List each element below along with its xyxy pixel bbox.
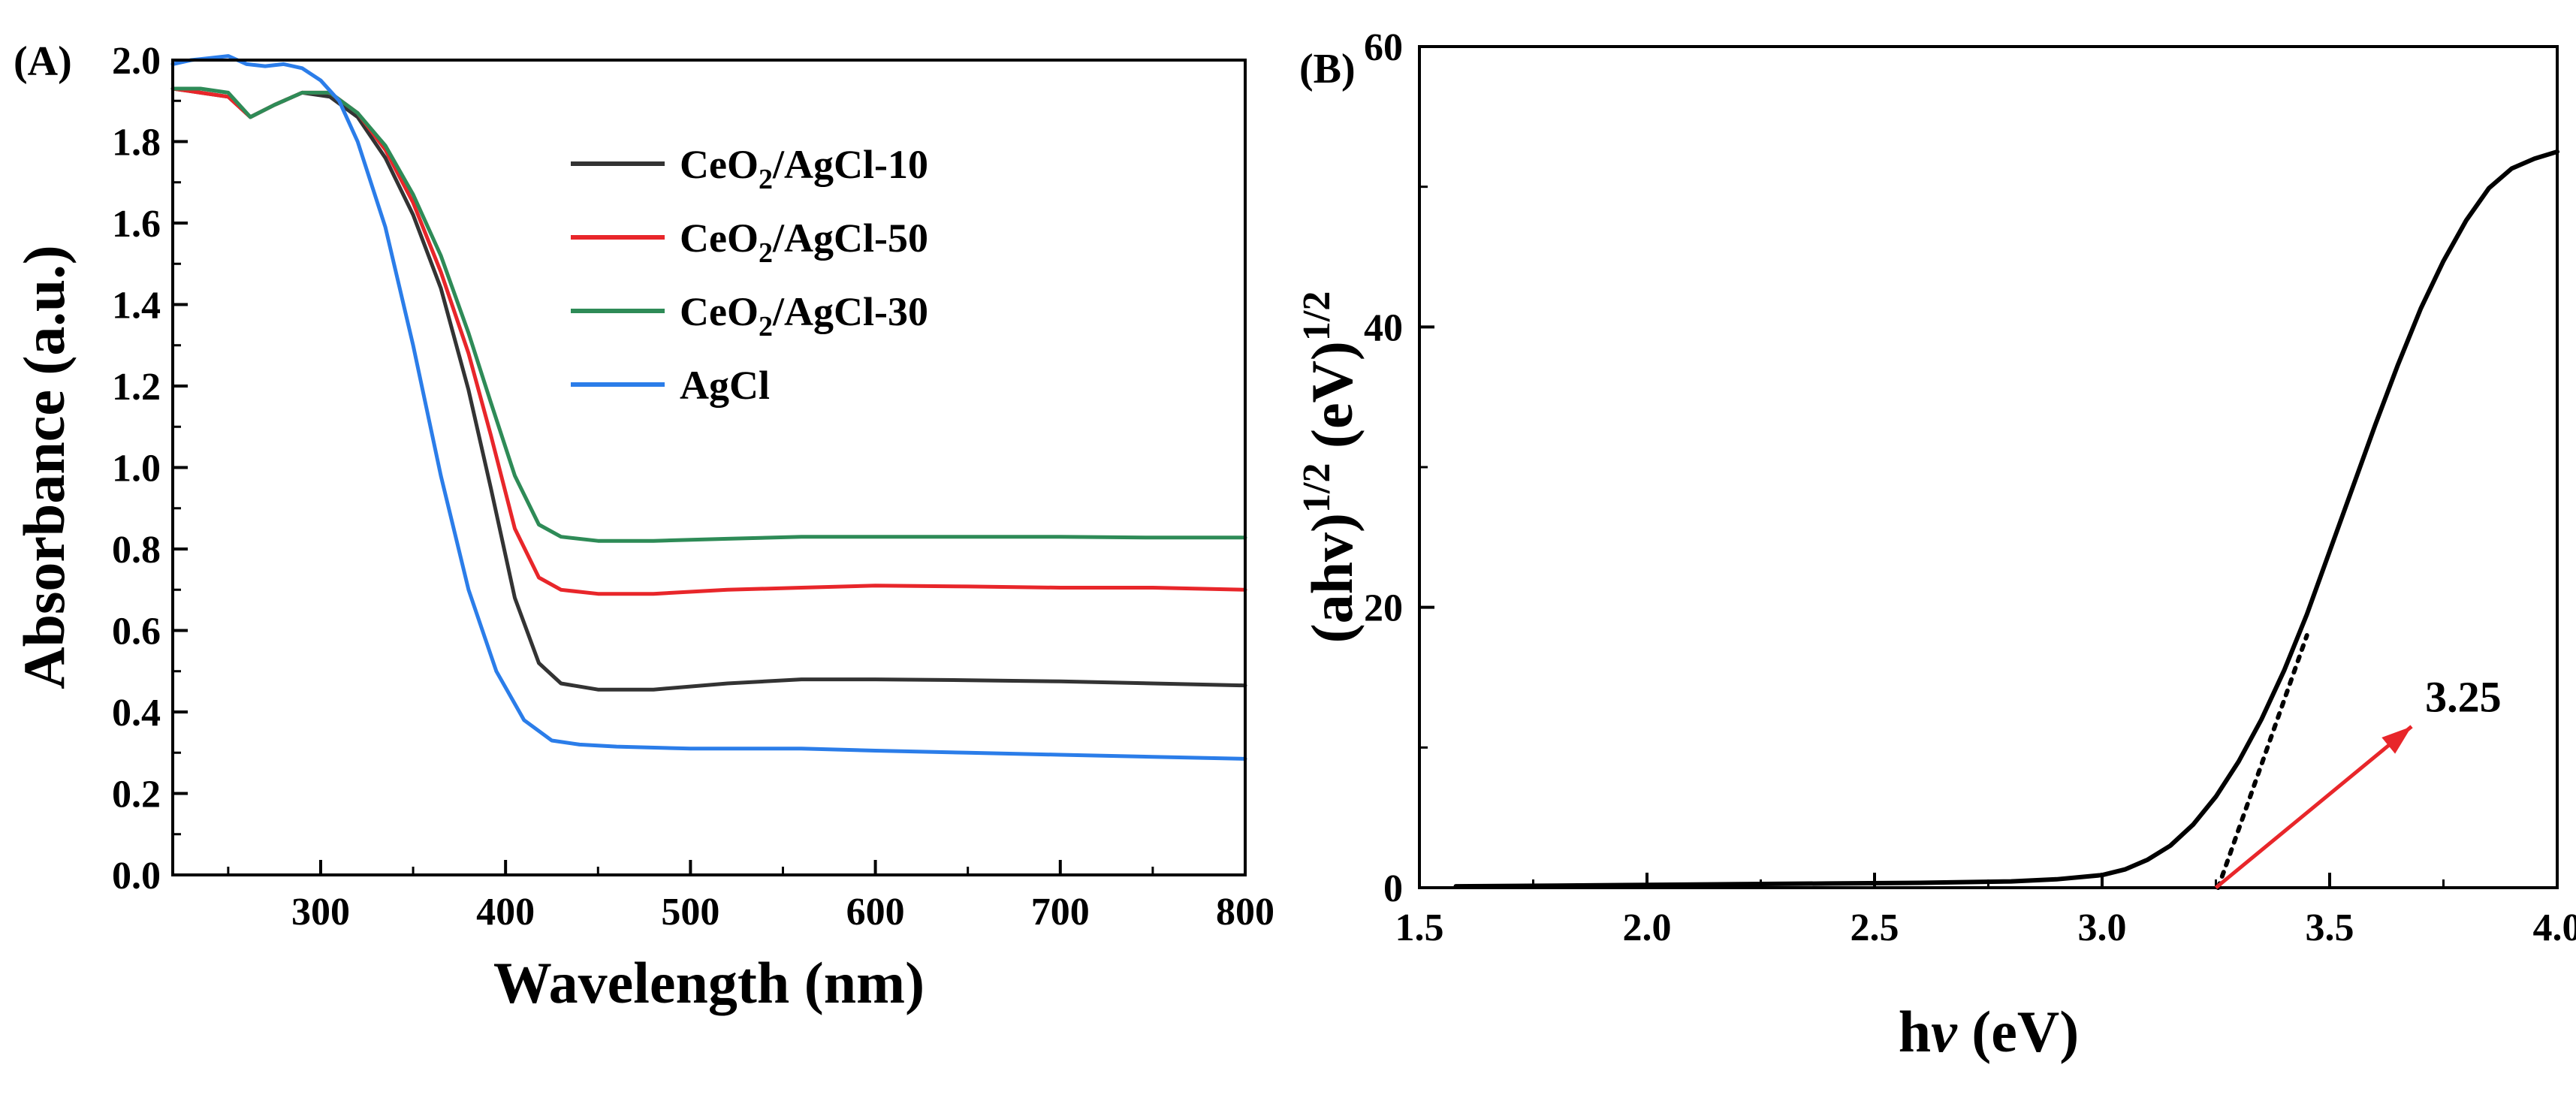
series-line-linear-extrapolation bbox=[2216, 633, 2309, 890]
x-tick-label: 300 bbox=[291, 891, 350, 934]
x-tick-label: 3.5 bbox=[2306, 906, 2354, 949]
x-tick-label: 2.5 bbox=[1851, 906, 1899, 949]
legend-entry: AgCl bbox=[680, 363, 770, 408]
annotation-label: 3.25 bbox=[2425, 672, 2502, 721]
x-tick-label: 3.0 bbox=[2078, 906, 2127, 949]
x-tick-label: 400 bbox=[476, 891, 535, 934]
x-tick-label: 4.0 bbox=[2533, 906, 2576, 949]
panel-b-x-axis-title: hν (eV) bbox=[1899, 999, 2079, 1064]
panel-a-frame bbox=[171, 59, 1247, 876]
annotation-arrowhead bbox=[2381, 726, 2412, 754]
x-tick-label: 700 bbox=[1031, 891, 1090, 934]
x-tick-label: 500 bbox=[661, 891, 719, 934]
y-tick-label: 0.4 bbox=[112, 692, 161, 734]
panel-a-label: (A) bbox=[14, 38, 72, 85]
y-tick-label: 1.4 bbox=[112, 285, 161, 327]
panel-b-y-title-b: (eV) bbox=[1299, 341, 1365, 463]
panel-b-x-title-unit: (eV) bbox=[1957, 999, 2079, 1064]
panel-b: (B) 1.5 2.0 2.5 3.0 3.5 4.0 0 20 40 60 hν (eV) (a… bbox=[1296, 26, 2576, 1064]
panel-b-annotation: 3.25 bbox=[2214, 672, 2502, 889]
annotation-arrow bbox=[2214, 725, 2413, 889]
x-tick-label: 600 bbox=[846, 891, 905, 934]
panel-b-y-title-sup2: 1/2 bbox=[1296, 291, 1338, 341]
panel-a: (A) 300 400 500 600 700 800 0.0 0.2 0.4 0.6 0.8 1.0… bbox=[11, 38, 1274, 1015]
series-line-agcl bbox=[170, 54, 1247, 761]
legend-entry: CeO2/AgCl-10 bbox=[680, 142, 928, 195]
panel-a-series bbox=[170, 54, 1247, 761]
y-tick-label: 1.6 bbox=[112, 203, 161, 246]
panel-b-y-title-sup1: 1/2 bbox=[1296, 463, 1338, 513]
panel-b-frame bbox=[1418, 45, 2559, 889]
panel-b-x-title-h: h bbox=[1899, 999, 1931, 1064]
y-tick-label: 20 bbox=[1364, 587, 1403, 630]
panel-a-legend: CeO2/AgCl-10 CeO2/AgCl-50 CeO2/AgCl-30 AgCl bbox=[571, 142, 928, 408]
y-tick-label: 1.8 bbox=[112, 122, 161, 164]
y-tick-label: 0.6 bbox=[112, 611, 161, 653]
series-line-ceo2-agcl-30 bbox=[170, 86, 1247, 543]
y-tick-label: 0.2 bbox=[112, 774, 161, 816]
legend-entry: CeO2/AgCl-30 bbox=[680, 289, 928, 342]
panel-b-y-title-a: (ahv) bbox=[1299, 513, 1365, 643]
x-tick-label: 1.5 bbox=[1395, 906, 1444, 949]
panel-b-y-axis-title: (ahv)1/2 (eV)1/2 bbox=[1296, 291, 1365, 644]
y-tick-label: 60 bbox=[1364, 26, 1403, 69]
y-tick-label: 0 bbox=[1383, 867, 1403, 910]
x-tick-label: 2.0 bbox=[1623, 906, 1672, 949]
panel-b-series bbox=[1453, 149, 2559, 890]
panel-b-label: (B) bbox=[1299, 46, 1356, 92]
y-tick-label: 0.8 bbox=[112, 529, 161, 572]
x-tick-label: 800 bbox=[1216, 891, 1274, 934]
y-tick-label: 2.0 bbox=[112, 40, 161, 83]
series-line-tauc-plot bbox=[1453, 149, 2559, 889]
y-tick-label: 1.2 bbox=[112, 366, 161, 409]
panel-b-x-title-nu: ν bbox=[1931, 999, 1958, 1064]
legend-entry: CeO2/AgCl-50 bbox=[680, 216, 928, 269]
panel-a-x-axis-title: Wavelength (nm) bbox=[493, 950, 925, 1015]
y-tick-label: 0.0 bbox=[112, 855, 161, 897]
y-tick-label: 1.0 bbox=[112, 448, 161, 490]
panel-a-y-axis-title: Absorbance (a.u.) bbox=[11, 245, 77, 689]
y-tick-label: 40 bbox=[1364, 306, 1403, 349]
